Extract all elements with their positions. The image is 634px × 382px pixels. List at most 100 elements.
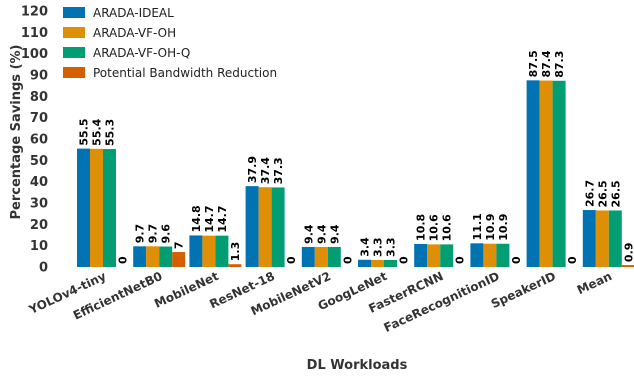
bar-value-label: 0: [398, 256, 411, 264]
bar: [103, 149, 116, 267]
bar-value-label: 55.5: [78, 118, 91, 145]
bar: [609, 210, 622, 267]
y-tick-label: 90: [30, 69, 48, 84]
bar: [583, 210, 596, 267]
y-tick-label: 100: [21, 47, 48, 62]
bar-value-label: 9.4: [302, 224, 315, 244]
bar-value-label: 87.5: [527, 50, 540, 77]
bar: [189, 235, 202, 267]
bar-value-label: 0: [566, 256, 579, 264]
bar-value-label: 14.8: [190, 205, 203, 232]
bar: [146, 246, 159, 267]
bar: [384, 260, 397, 267]
bar: [315, 247, 328, 267]
legend: ARADA-IDEAL ARADA-VF-OH ARADA-VF-OH-Q Poten…: [63, 6, 277, 80]
bar: [483, 244, 496, 267]
y-tick-label: 60: [30, 133, 48, 148]
y-axis-title: Percentage Savings (%): [9, 45, 24, 220]
y-tick-label: 30: [30, 197, 48, 212]
bar-value-label: 9.4: [328, 224, 341, 244]
bar: [272, 187, 285, 267]
legend-swatch: [63, 27, 85, 38]
bar: [427, 244, 440, 267]
bar-value-label: 0: [285, 256, 298, 264]
bar-value-label: 9.4: [315, 224, 328, 244]
bar: [77, 149, 90, 267]
bar: [371, 260, 384, 267]
y-tick-label: 110: [21, 26, 48, 41]
bar-value-label: 1.3: [229, 242, 242, 262]
bar-value-label: 0: [510, 256, 523, 264]
bar-value-label: 10.8: [415, 214, 428, 241]
bar: [540, 81, 553, 267]
bar: [553, 81, 566, 267]
bar-value-label: 37.9: [246, 156, 259, 183]
bar: [496, 244, 509, 267]
bar-value-label: 9.6: [160, 224, 173, 244]
bar: [622, 265, 634, 267]
y-tick-label: 10: [30, 239, 48, 254]
bar: [172, 252, 185, 267]
legend-swatch: [63, 47, 85, 58]
x-axis-title: DL Workloads: [307, 358, 408, 373]
legend-label: ARADA-IDEAL: [93, 6, 174, 20]
bar: [202, 236, 215, 267]
y-tick-label: 70: [30, 111, 48, 126]
legend-swatch: [63, 67, 85, 78]
bar-value-label: 10.9: [484, 214, 497, 241]
bar-value-label: 37.3: [272, 157, 285, 184]
bar-value-label: 10.6: [428, 214, 441, 241]
legend-label: ARADA-VF-OH: [93, 26, 176, 40]
legend-swatch: [63, 7, 85, 18]
bar: [328, 247, 341, 267]
bar: [440, 244, 453, 267]
bar-value-label: 9.7: [147, 224, 160, 244]
bar-value-label: 87.3: [553, 51, 566, 78]
bar: [90, 149, 103, 267]
bar-value-label: 87.4: [540, 50, 553, 77]
y-tick-label: 0: [39, 261, 48, 276]
bar: [259, 187, 272, 267]
bar: [527, 80, 540, 267]
bar-value-label: 0: [454, 256, 467, 264]
bar-value-label: 26.7: [583, 180, 596, 207]
y-tick-label: 120: [21, 5, 48, 20]
bar-value-label: 3.3: [385, 237, 398, 257]
bar-value-label: 26.5: [596, 180, 609, 207]
bar-value-label: 9.7: [134, 224, 147, 244]
bar-value-label: 7: [173, 241, 186, 249]
y-tick-label: 40: [30, 175, 48, 190]
legend-label: Potential Bandwidth Reduction: [93, 66, 277, 80]
bar-value-label: 14.7: [203, 205, 216, 232]
y-tick-label: 50: [30, 154, 48, 169]
bar-value-label: 0.9: [622, 243, 634, 263]
bar: [358, 260, 371, 267]
x-axis: YOLOv4-tinyEfficientNetB0MobileNetResNet…: [26, 269, 614, 335]
bar: [215, 236, 228, 267]
bar: [302, 247, 315, 267]
bar-value-label: 10.6: [441, 214, 454, 241]
bar-value-label: 0: [341, 256, 354, 264]
bar-value-label: 0: [117, 256, 130, 264]
bar-value-label: 55.4: [91, 118, 104, 145]
bar: [246, 186, 259, 267]
bar: [228, 264, 241, 267]
y-tick-label: 80: [30, 90, 48, 105]
bar: [133, 246, 146, 267]
bar-value-label: 3.3: [372, 237, 385, 257]
y-axis: 0 10 20 30 40 50 60 70 80 90 100 110 120: [21, 5, 48, 276]
y-tick-label: 20: [30, 218, 48, 233]
bar: [414, 244, 427, 267]
bar-value-label: 37.4: [259, 157, 272, 184]
bar-value-label: 26.5: [609, 180, 622, 207]
bar-value-label: 14.7: [216, 205, 229, 232]
bar-value-label: 3.4: [359, 237, 372, 257]
legend-label: ARADA-VF-OH-Q: [93, 46, 190, 60]
bar: [470, 243, 483, 267]
bar: [159, 247, 172, 267]
bar-value-label: 10.9: [497, 214, 510, 241]
bar-value-label: 11.1: [471, 213, 484, 240]
bar: [596, 210, 609, 267]
